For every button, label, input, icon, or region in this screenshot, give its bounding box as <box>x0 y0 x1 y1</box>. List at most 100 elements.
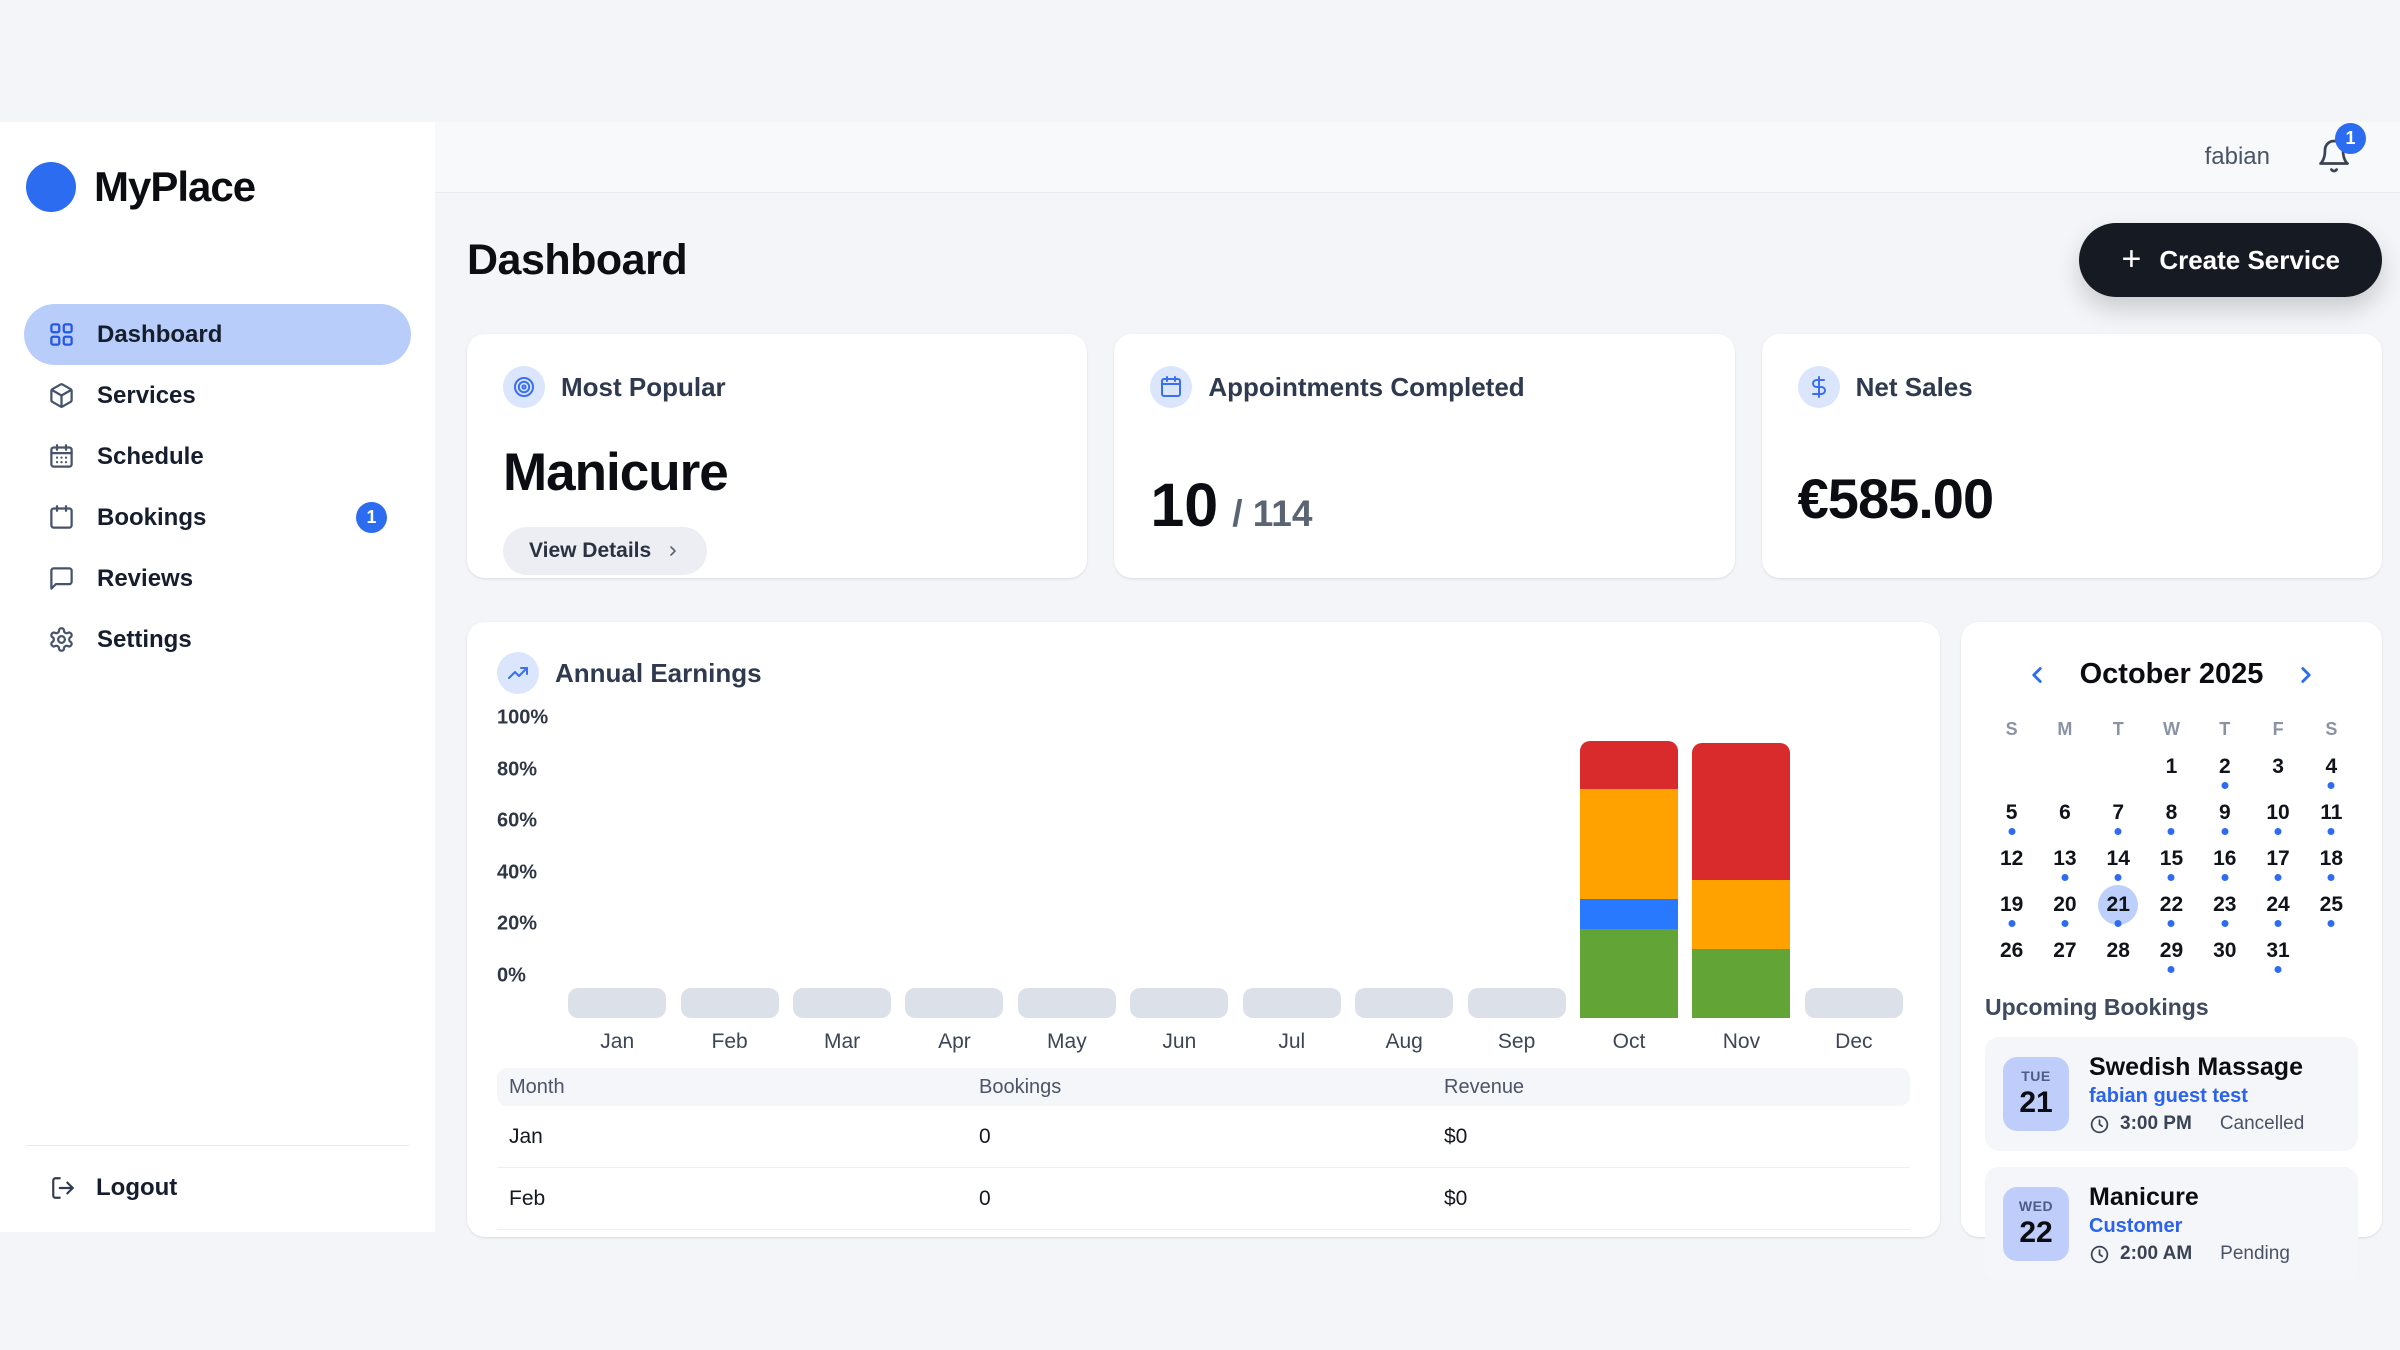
day-number[interactable]: 31 <box>2266 939 2290 962</box>
day-cell-28[interactable]: 28 <box>2092 928 2145 974</box>
day-cell-31[interactable]: 31 <box>2251 928 2304 974</box>
calendar-days-icon <box>48 443 75 470</box>
day-cell-7[interactable]: 7 <box>2092 790 2145 836</box>
booking-customer-link[interactable]: fabian guest test <box>2089 1085 2248 1107</box>
view-details-button[interactable]: View Details <box>503 527 708 575</box>
day-number[interactable]: 18 <box>2319 847 2344 870</box>
day-cell-17[interactable]: 17 <box>2251 836 2304 882</box>
day-number[interactable]: 23 <box>2213 893 2237 916</box>
sidebar-item-schedule[interactable]: Schedule <box>24 426 411 487</box>
stacked-bar-nov[interactable] <box>1692 743 1791 1018</box>
day-number[interactable]: 14 <box>2106 847 2130 870</box>
day-cell-24[interactable]: 24 <box>2251 882 2304 928</box>
day-number[interactable]: 4 <box>2325 755 2338 778</box>
month-column-aug: Aug <box>1348 718 1460 1054</box>
dollar-icon <box>1797 366 1840 408</box>
create-service-button[interactable]: + Create Service <box>2079 223 2382 297</box>
table-row: Jan 0 $0 <box>497 1106 1910 1168</box>
day-cell-1[interactable]: 1 <box>2145 744 2198 790</box>
next-month-button[interactable] <box>2293 662 2319 688</box>
chevron-right-icon <box>665 543 681 559</box>
day-cell-27[interactable]: 27 <box>2038 928 2091 974</box>
prev-month-button[interactable] <box>2024 662 2050 688</box>
day-cell-11[interactable]: 11 <box>2305 790 2358 836</box>
day-cell-16[interactable]: 16 <box>2198 836 2251 882</box>
day-number[interactable]: 22 <box>2159 893 2184 916</box>
day-cell-26[interactable]: 26 <box>1985 928 2038 974</box>
month-column-nov: Nov <box>1685 718 1797 1054</box>
day-cell-18[interactable]: 18 <box>2305 836 2358 882</box>
day-cell-5[interactable]: 5 <box>1985 790 2038 836</box>
day-cell-4[interactable]: 4 <box>2305 744 2358 790</box>
booking-customer-link[interactable]: Customer <box>2089 1215 2183 1237</box>
event-dot <box>2167 966 2175 973</box>
day-cell-3[interactable]: 3 <box>2251 744 2304 790</box>
day-number[interactable]: 19 <box>1999 893 2024 916</box>
x-axis-label: Mar <box>823 1030 861 1053</box>
sidebar-item-services[interactable]: Services <box>24 365 411 426</box>
day-cell-19[interactable]: 19 <box>1985 882 2038 928</box>
day-cell-20[interactable]: 20 <box>2038 882 2091 928</box>
day-cell-10[interactable]: 10 <box>2251 790 2304 836</box>
day-cell-21[interactable]: 21 <box>2092 882 2145 928</box>
empty-month-bar <box>1017 988 1116 1018</box>
day-cell-8[interactable]: 8 <box>2145 790 2198 836</box>
day-number[interactable]: 20 <box>2053 893 2077 916</box>
sidebar-item-label: Bookings <box>97 503 207 531</box>
day-number[interactable]: 9 <box>2218 801 2231 824</box>
day-cell-6[interactable]: 6 <box>2038 790 2091 836</box>
username[interactable]: fabian <box>2204 143 2270 170</box>
sidebar-bottom: Logout <box>0 1145 435 1232</box>
brand-name: MyPlace <box>94 163 256 210</box>
table-cell: $0 <box>1444 1124 1468 1148</box>
day-number[interactable]: 27 <box>2053 939 2077 962</box>
day-number[interactable]: 15 <box>2159 847 2184 870</box>
day-cell-25[interactable]: 25 <box>2305 882 2358 928</box>
day-number[interactable]: 30 <box>2213 939 2237 962</box>
day-number[interactable]: 12 <box>1999 847 2024 870</box>
day-number[interactable]: 16 <box>2213 847 2237 870</box>
day-number[interactable]: 1 <box>2165 755 2178 778</box>
sidebar-item-reviews[interactable]: Reviews <box>24 548 411 609</box>
day-number[interactable]: 17 <box>2266 847 2290 870</box>
day-cell-9[interactable]: 9 <box>2198 790 2251 836</box>
sidebar-item-settings[interactable]: Settings <box>24 609 411 670</box>
day-cell-22[interactable]: 22 <box>2145 882 2198 928</box>
day-number[interactable]: 13 <box>2053 847 2077 870</box>
day-number[interactable]: 5 <box>2005 801 2018 824</box>
clock-icon <box>2089 1114 2110 1135</box>
day-cell-2[interactable]: 2 <box>2198 744 2251 790</box>
day-number[interactable]: 25 <box>2319 893 2344 916</box>
selected-day[interactable]: 21 <box>2098 885 2139 925</box>
day-cell-12[interactable]: 12 <box>1985 836 2038 882</box>
day-cell-14[interactable]: 14 <box>2092 836 2145 882</box>
segment-orange <box>1580 789 1678 899</box>
calendar-month-title: October 2025 <box>2079 658 2264 690</box>
day-number[interactable]: 7 <box>2112 801 2125 824</box>
sidebar-item-bookings[interactable]: Bookings 1 <box>24 487 411 548</box>
day-number[interactable]: 28 <box>2106 939 2130 962</box>
day-cell-29[interactable]: 29 <box>2145 928 2198 974</box>
empty-month-bar <box>1242 988 1341 1018</box>
day-cell-30[interactable]: 30 <box>2198 928 2251 974</box>
day-cell-23[interactable]: 23 <box>2198 882 2251 928</box>
day-cell-13[interactable]: 13 <box>2038 836 2091 882</box>
y-axis-tick: 0% <box>497 964 526 987</box>
calendar-grid: 1 2 3 4 5 6 7 8 9 10 11 12 13 14 15 16 17 18 19 20 21 22 23 24 2… <box>1985 744 2358 974</box>
day-number[interactable]: 11 <box>2320 801 2343 824</box>
day-number[interactable]: 24 <box>2266 893 2290 916</box>
logout-button[interactable]: Logout <box>24 1174 411 1202</box>
day-number[interactable]: 6 <box>2059 801 2071 824</box>
stacked-bar-oct[interactable] <box>1580 741 1678 1018</box>
booking-card[interactable]: WED 22 Manicure Customer 2:00 AM Pending <box>1985 1167 2358 1281</box>
day-number[interactable]: 10 <box>2266 801 2290 824</box>
day-number[interactable]: 2 <box>2218 755 2231 778</box>
sidebar-item-dashboard[interactable]: Dashboard <box>24 304 411 365</box>
day-number[interactable]: 29 <box>2159 939 2184 962</box>
day-cell-15[interactable]: 15 <box>2145 836 2198 882</box>
day-number[interactable]: 3 <box>2272 755 2284 778</box>
day-number[interactable]: 8 <box>2165 801 2178 824</box>
notifications-button[interactable]: 1 <box>2316 123 2366 177</box>
day-number[interactable]: 26 <box>1999 939 2024 962</box>
booking-card[interactable]: TUE 21 Swedish Massage fabian guest test 3:0… <box>1985 1037 2358 1151</box>
